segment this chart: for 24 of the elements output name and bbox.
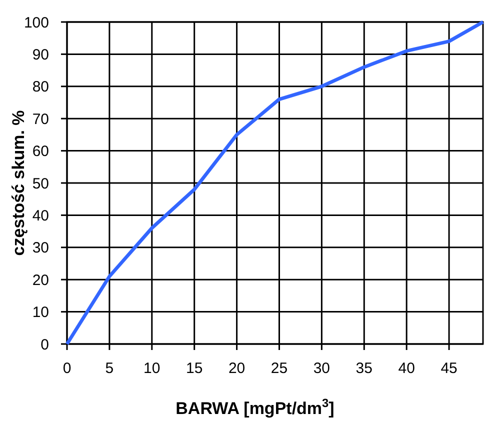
x-tick-label: 0 (62, 360, 72, 377)
x-tick-label: 45 (440, 360, 458, 377)
y-tick-label: 40 (32, 207, 49, 224)
x-tick-label: 25 (270, 360, 288, 377)
x-tick-label: 40 (398, 360, 415, 377)
x-tick-label: 20 (228, 360, 246, 377)
y-tick-label: 60 (32, 143, 49, 160)
y-tick-label: 80 (32, 78, 49, 96)
x-tick-label: 15 (186, 360, 203, 377)
x-tick-label: 30 (313, 360, 330, 377)
x-tick-label: 5 (105, 360, 114, 377)
x-tick-label: 10 (144, 360, 160, 377)
y-tick-label: 0 (40, 336, 49, 354)
y-tick-label: 90 (32, 46, 49, 64)
y-tick-label: 100 (24, 14, 49, 32)
y-tick-label: 30 (32, 240, 49, 257)
y-tick-label: 70 (32, 110, 49, 128)
y-tick-label: 20 (32, 272, 49, 289)
x-axis-title: BARWA [mgPt/dm$^{3}$] (176, 396, 334, 418)
line-series (65, 20, 485, 346)
y-tick-label: 10 (32, 304, 49, 322)
x-tick-label: 35 (356, 360, 372, 377)
y-axis-title: częstość skum. % (9, 110, 28, 256)
y-tick-label: 50 (32, 175, 49, 192)
